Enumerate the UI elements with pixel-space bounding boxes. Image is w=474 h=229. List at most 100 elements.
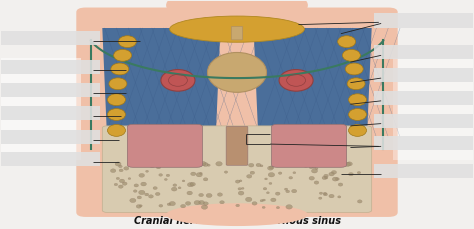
Ellipse shape <box>199 193 203 197</box>
Bar <box>374 136 474 150</box>
Ellipse shape <box>220 201 224 204</box>
Ellipse shape <box>156 166 161 169</box>
Ellipse shape <box>329 172 334 176</box>
Ellipse shape <box>119 169 123 172</box>
Ellipse shape <box>292 189 297 193</box>
Bar <box>374 91 474 105</box>
Ellipse shape <box>148 195 154 198</box>
Ellipse shape <box>284 188 288 190</box>
Ellipse shape <box>264 178 267 180</box>
Ellipse shape <box>118 165 122 168</box>
Ellipse shape <box>256 163 261 167</box>
Ellipse shape <box>314 181 319 184</box>
Ellipse shape <box>331 171 337 174</box>
Bar <box>0 30 100 45</box>
Ellipse shape <box>312 166 316 168</box>
Ellipse shape <box>122 182 127 185</box>
Ellipse shape <box>319 197 322 199</box>
Ellipse shape <box>271 198 276 202</box>
Ellipse shape <box>224 171 228 173</box>
Ellipse shape <box>348 109 366 120</box>
Ellipse shape <box>348 125 366 136</box>
Ellipse shape <box>303 163 309 167</box>
Ellipse shape <box>357 172 361 174</box>
Bar <box>0 60 100 74</box>
Ellipse shape <box>238 188 241 190</box>
Polygon shape <box>331 12 388 212</box>
Ellipse shape <box>348 173 353 176</box>
Ellipse shape <box>263 188 267 190</box>
Ellipse shape <box>246 197 252 202</box>
Bar <box>393 58 474 160</box>
Ellipse shape <box>166 174 170 177</box>
Ellipse shape <box>260 165 263 167</box>
Ellipse shape <box>170 16 304 42</box>
Ellipse shape <box>118 185 123 188</box>
FancyBboxPatch shape <box>102 126 372 212</box>
Ellipse shape <box>286 190 290 193</box>
Bar <box>374 68 474 82</box>
Ellipse shape <box>323 193 328 196</box>
Ellipse shape <box>169 202 175 206</box>
Ellipse shape <box>357 200 362 203</box>
Ellipse shape <box>173 184 177 186</box>
Ellipse shape <box>153 187 157 190</box>
Ellipse shape <box>269 166 273 169</box>
Ellipse shape <box>138 190 145 195</box>
Ellipse shape <box>208 52 266 92</box>
Ellipse shape <box>111 63 129 75</box>
Ellipse shape <box>324 174 328 177</box>
Ellipse shape <box>171 162 175 165</box>
Ellipse shape <box>161 70 195 91</box>
Ellipse shape <box>108 94 126 106</box>
Ellipse shape <box>236 204 239 207</box>
Polygon shape <box>254 28 372 137</box>
Bar <box>0 106 100 120</box>
Ellipse shape <box>203 163 209 166</box>
Ellipse shape <box>130 198 136 203</box>
Ellipse shape <box>246 174 252 178</box>
Ellipse shape <box>187 183 193 187</box>
Ellipse shape <box>167 203 171 206</box>
Ellipse shape <box>267 166 273 170</box>
Ellipse shape <box>166 0 308 26</box>
Polygon shape <box>102 28 220 137</box>
Ellipse shape <box>159 174 163 176</box>
Ellipse shape <box>119 179 125 183</box>
Ellipse shape <box>139 173 145 177</box>
Ellipse shape <box>200 161 206 166</box>
FancyBboxPatch shape <box>128 124 202 167</box>
Ellipse shape <box>348 94 366 106</box>
Ellipse shape <box>329 194 334 198</box>
Ellipse shape <box>238 191 244 195</box>
Ellipse shape <box>218 193 222 196</box>
Ellipse shape <box>182 180 185 182</box>
Ellipse shape <box>309 166 313 169</box>
Ellipse shape <box>275 192 280 195</box>
Ellipse shape <box>166 203 308 226</box>
Ellipse shape <box>137 196 142 199</box>
Ellipse shape <box>342 49 360 61</box>
Ellipse shape <box>203 178 208 181</box>
Bar <box>374 14 474 27</box>
Ellipse shape <box>145 193 149 196</box>
Ellipse shape <box>241 187 244 189</box>
Bar <box>374 114 474 128</box>
Ellipse shape <box>332 177 338 181</box>
Ellipse shape <box>335 178 339 180</box>
Ellipse shape <box>286 205 292 209</box>
Ellipse shape <box>262 206 265 208</box>
Ellipse shape <box>124 167 129 170</box>
Ellipse shape <box>133 190 137 192</box>
Ellipse shape <box>181 204 186 208</box>
Ellipse shape <box>250 171 255 174</box>
Ellipse shape <box>206 194 212 197</box>
Bar <box>374 164 474 178</box>
Ellipse shape <box>155 192 160 196</box>
Ellipse shape <box>279 70 313 91</box>
Ellipse shape <box>319 192 323 194</box>
Ellipse shape <box>116 177 119 180</box>
Bar <box>0 152 100 166</box>
Ellipse shape <box>159 204 163 207</box>
Bar <box>374 45 474 59</box>
